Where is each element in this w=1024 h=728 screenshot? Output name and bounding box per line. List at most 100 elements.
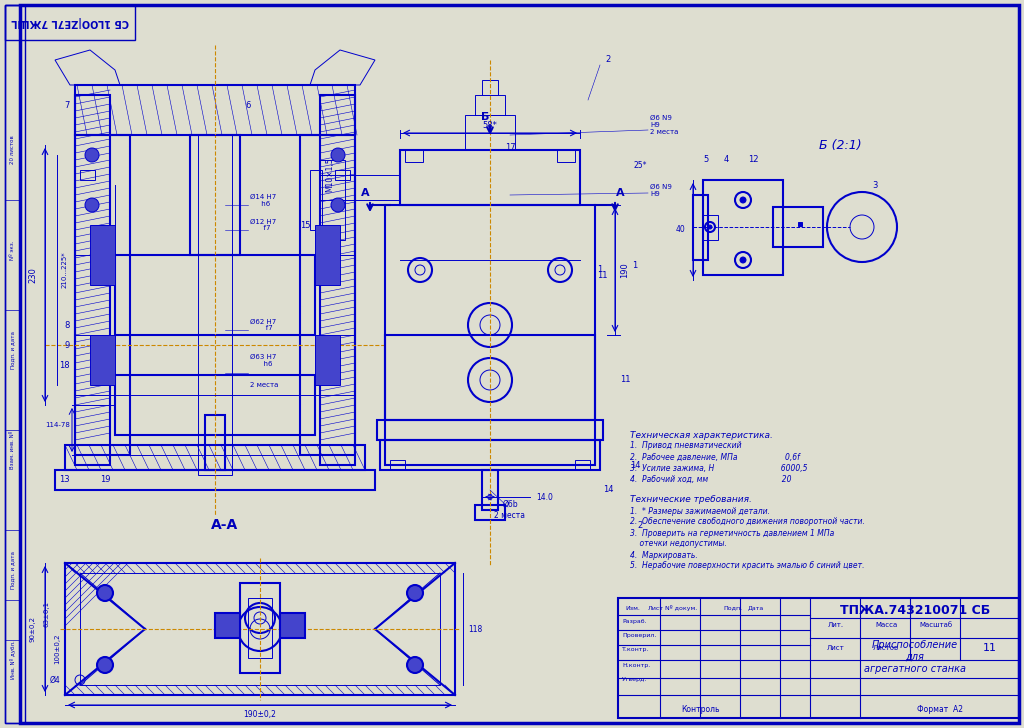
Bar <box>315 225 340 285</box>
Bar <box>377 420 603 440</box>
Text: 11: 11 <box>983 643 997 653</box>
Text: 90±0,2: 90±0,2 <box>30 616 36 642</box>
Text: Nº докум.: Nº докум. <box>665 605 697 611</box>
Circle shape <box>97 585 113 601</box>
Text: 100±0,2: 100±0,2 <box>54 634 60 664</box>
Text: 2 места: 2 места <box>250 382 279 388</box>
Text: Ø12 H7
      f7: Ø12 H7 f7 <box>250 218 276 232</box>
Text: Б: Б <box>481 112 489 122</box>
Text: 6: 6 <box>245 100 251 109</box>
Text: 1: 1 <box>633 261 638 269</box>
Bar <box>703 215 718 240</box>
Circle shape <box>407 657 423 673</box>
Circle shape <box>740 257 746 263</box>
Bar <box>190 135 240 255</box>
Text: Ø6b
2 места: Ø6b 2 места <box>495 500 525 520</box>
Text: Формат  А2: Формат А2 <box>918 705 963 714</box>
Text: 17: 17 <box>505 143 515 151</box>
Text: 40: 40 <box>675 226 685 234</box>
Bar <box>80 170 95 180</box>
Text: 1.  Привод пневматический: 1. Привод пневматический <box>630 441 741 451</box>
Text: 20 листов: 20 листов <box>10 135 15 165</box>
Text: А: А <box>615 188 625 198</box>
Text: Листов: Листов <box>872 645 899 651</box>
Text: 14.0: 14.0 <box>537 493 553 502</box>
Bar <box>385 205 595 465</box>
Circle shape <box>331 148 345 162</box>
Bar <box>55 470 375 490</box>
Circle shape <box>740 197 746 203</box>
Text: Ø62 H7
       f7: Ø62 H7 f7 <box>250 319 276 331</box>
Text: Подп.: Подп. <box>723 606 742 611</box>
Bar <box>798 222 802 226</box>
Bar <box>80 573 440 685</box>
Text: Взам. инв. Nº: Взам. инв. Nº <box>10 431 15 469</box>
Bar <box>482 470 498 510</box>
Bar <box>465 115 515 150</box>
Bar <box>319 95 355 465</box>
Text: Дата: Дата <box>748 606 764 611</box>
Text: Утверд.: Утверд. <box>622 678 647 683</box>
Text: А-А: А-А <box>211 518 239 532</box>
Bar <box>240 583 280 673</box>
Text: 190±0,2: 190±0,2 <box>244 711 276 719</box>
Text: отечки недопустимы.: отечки недопустимы. <box>630 539 727 548</box>
Text: Разраб.: Разраб. <box>622 620 646 625</box>
Bar <box>380 440 600 470</box>
Text: Н.контр.: Н.контр. <box>622 662 650 668</box>
Text: Масштаб: Масштаб <box>920 622 952 628</box>
Bar <box>115 255 315 335</box>
Text: 4: 4 <box>723 156 729 165</box>
Bar <box>475 505 505 520</box>
Circle shape <box>708 225 712 229</box>
Text: Лист: Лист <box>648 606 664 611</box>
Text: Подп. и дата: Подп. и дата <box>10 551 15 589</box>
Text: 8: 8 <box>65 320 70 330</box>
Text: 5.  Нерабочие поверхности красить эмалью б синий цвет.: 5. Нерабочие поверхности красить эмалью … <box>630 561 864 571</box>
Text: ТПЖА.743210071 СБ: ТПЖА.743210071 СБ <box>840 604 990 617</box>
Text: 9: 9 <box>65 341 70 349</box>
Text: 2.  Обеспечение свободного движения поворотной части.: 2. Обеспечение свободного движения повор… <box>630 518 865 526</box>
Text: 7: 7 <box>65 100 70 109</box>
Text: 14: 14 <box>603 486 613 494</box>
Text: Техническая характеристика.: Техническая характеристика. <box>630 430 773 440</box>
Text: Контроль: Контроль <box>681 705 719 714</box>
Text: 11: 11 <box>597 271 607 280</box>
Text: 5: 5 <box>703 156 709 165</box>
Text: 14: 14 <box>630 461 640 470</box>
Text: Масса: Масса <box>874 622 897 628</box>
Text: СБ 1LOO|ZE7L 7ЖШL: СБ 1LOO|ZE7L 7ЖШL <box>11 17 129 28</box>
Text: Ø6 N9
H9
2 места: Ø6 N9 H9 2 места <box>650 115 678 135</box>
Text: Ø4: Ø4 <box>49 676 60 684</box>
Text: 190: 190 <box>621 262 630 278</box>
Circle shape <box>407 585 423 601</box>
Bar <box>475 95 505 115</box>
Text: 2: 2 <box>605 55 610 65</box>
Bar <box>115 375 315 435</box>
Text: Приспособление: Приспособление <box>872 640 958 650</box>
Bar <box>5 5 135 40</box>
Bar <box>557 150 575 162</box>
Text: агрегатного станка: агрегатного станка <box>864 664 966 674</box>
Text: 2: 2 <box>637 521 643 529</box>
Text: 1: 1 <box>597 266 603 274</box>
Bar <box>75 85 355 135</box>
Text: Лист: Лист <box>827 645 845 651</box>
Bar <box>5 5 25 723</box>
Bar <box>75 95 110 465</box>
Text: Б (2:1): Б (2:1) <box>818 138 861 151</box>
Bar <box>280 613 305 638</box>
Bar <box>773 207 823 247</box>
Circle shape <box>97 657 113 673</box>
Text: 230: 230 <box>29 267 38 283</box>
Bar <box>618 598 1019 718</box>
Bar <box>319 160 345 240</box>
Text: 4.  Рабочий ход, мм                               20: 4. Рабочий ход, мм 20 <box>630 475 792 483</box>
Text: Nº экз.: Nº экз. <box>10 240 15 260</box>
Text: Изм.: Изм. <box>625 606 640 611</box>
Bar <box>575 460 590 470</box>
Circle shape <box>331 198 345 212</box>
Text: 58*: 58* <box>482 121 498 130</box>
Bar <box>693 195 708 260</box>
Text: Ø14 H7
     h6: Ø14 H7 h6 <box>250 194 276 207</box>
